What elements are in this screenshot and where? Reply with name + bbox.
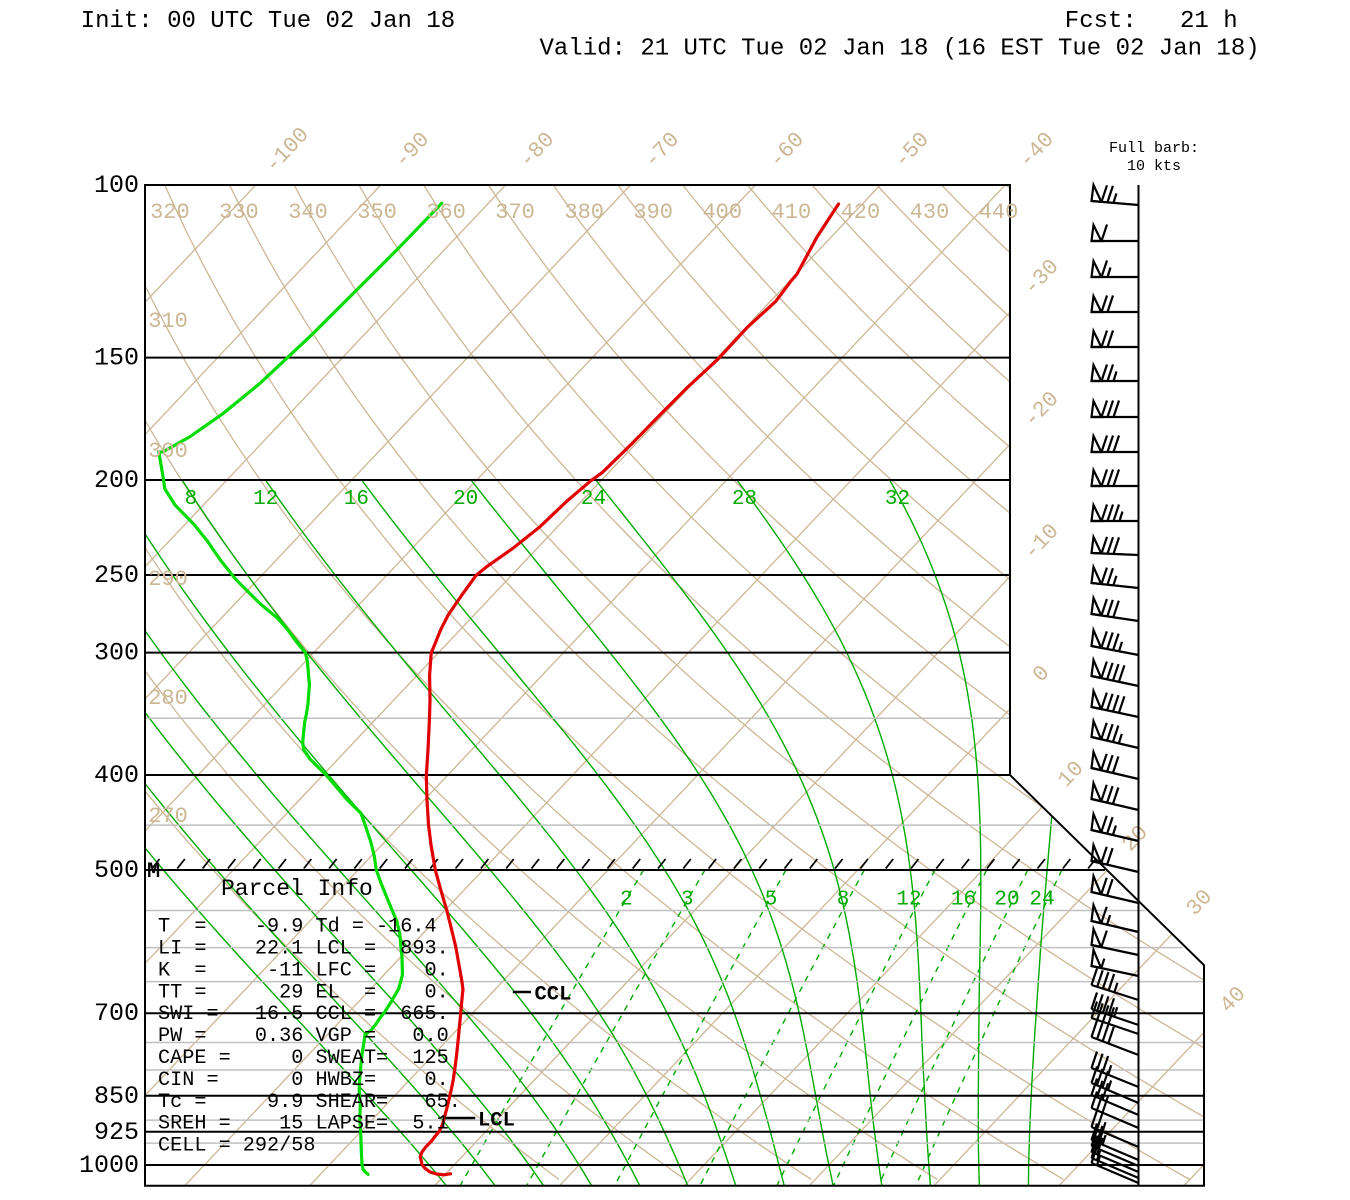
svg-text:CELL = 292/58: CELL = 292/58 bbox=[158, 1135, 316, 1158]
svg-text:2: 2 bbox=[620, 888, 633, 911]
svg-text:340: 340 bbox=[288, 200, 328, 225]
svg-text:24: 24 bbox=[1029, 888, 1054, 911]
svg-text:5: 5 bbox=[765, 888, 778, 911]
svg-text:Fcst: 21 h: Fcst: 21 h bbox=[1065, 8, 1238, 35]
svg-text:SREH = 15 LAPSE= 5.1: SREH = 15 LAPSE= 5.1 bbox=[158, 1113, 449, 1136]
svg-text:850: 850 bbox=[94, 1082, 139, 1111]
svg-text:150: 150 bbox=[94, 344, 139, 373]
svg-text:Parcel Info: Parcel Info bbox=[221, 876, 373, 902]
svg-text:3: 3 bbox=[681, 888, 694, 911]
svg-text:400: 400 bbox=[702, 200, 742, 225]
svg-text:20: 20 bbox=[453, 488, 478, 511]
svg-text:Full barb:: Full barb: bbox=[1109, 140, 1199, 157]
svg-text:32: 32 bbox=[885, 488, 910, 511]
svg-text:12: 12 bbox=[253, 488, 278, 511]
svg-text:20: 20 bbox=[994, 888, 1019, 911]
svg-text:PW = 0.36 VGP = 0.0: PW = 0.36 VGP = 0.0 bbox=[158, 1025, 449, 1048]
svg-text:400: 400 bbox=[94, 761, 139, 790]
svg-text:TT = 29 EL = 0.: TT = 29 EL = 0. bbox=[158, 981, 449, 1004]
svg-text:330: 330 bbox=[219, 200, 259, 225]
svg-text:16: 16 bbox=[951, 888, 976, 911]
svg-text:24: 24 bbox=[581, 488, 606, 511]
svg-text:300: 300 bbox=[94, 639, 139, 668]
svg-text:100: 100 bbox=[94, 171, 139, 200]
svg-text:925: 925 bbox=[94, 1118, 139, 1147]
svg-text:Init: 00 UTC Tue 02 Jan 18: Init: 00 UTC Tue 02 Jan 18 bbox=[81, 8, 455, 35]
svg-text:CIN = 0 HWBZ= 0.: CIN = 0 HWBZ= 0. bbox=[158, 1069, 449, 1092]
svg-text:290: 290 bbox=[148, 567, 188, 592]
svg-text:16: 16 bbox=[344, 488, 369, 511]
svg-text:410: 410 bbox=[772, 200, 812, 225]
svg-text:390: 390 bbox=[633, 200, 673, 225]
svg-text:280: 280 bbox=[148, 686, 188, 711]
svg-text:CCL: CCL bbox=[535, 984, 572, 1007]
svg-text:360: 360 bbox=[426, 200, 466, 225]
svg-text:430: 430 bbox=[910, 200, 950, 225]
svg-text:Valid: 21 UTC Tue 02 Jan 18 (1: Valid: 21 UTC Tue 02 Jan 18 (16 EST Tue … bbox=[540, 36, 1260, 63]
svg-text:SWI = 16.5 CCL = 665.: SWI = 16.5 CCL = 665. bbox=[158, 1003, 449, 1026]
svg-text:Tc = 9.9 SHEAR= 65.: Tc = 9.9 SHEAR= 65. bbox=[158, 1091, 461, 1114]
svg-text:440: 440 bbox=[979, 200, 1019, 225]
svg-text:K = -11 LFC = 0.: K = -11 LFC = 0. bbox=[158, 959, 449, 982]
svg-text:28: 28 bbox=[732, 488, 757, 511]
svg-text:M: M bbox=[147, 859, 160, 884]
svg-text:310: 310 bbox=[148, 309, 188, 334]
svg-text:380: 380 bbox=[564, 200, 604, 225]
svg-text:8: 8 bbox=[185, 488, 198, 511]
svg-text:LCL: LCL bbox=[478, 1110, 515, 1133]
svg-text:320: 320 bbox=[150, 200, 190, 225]
svg-text:8: 8 bbox=[837, 888, 850, 911]
svg-text:LI = 22.1 LCL = 893.: LI = 22.1 LCL = 893. bbox=[158, 938, 449, 961]
svg-text:350: 350 bbox=[357, 200, 397, 225]
svg-text:T = -9.9 Td = -16.4: T = -9.9 Td = -16.4 bbox=[158, 916, 437, 939]
svg-text:CAPE = 0 SWEAT= 125: CAPE = 0 SWEAT= 125 bbox=[158, 1047, 449, 1070]
svg-text:200: 200 bbox=[94, 466, 139, 495]
svg-text:250: 250 bbox=[94, 561, 139, 590]
svg-text:10 kts: 10 kts bbox=[1127, 158, 1181, 175]
svg-text:500: 500 bbox=[94, 856, 139, 885]
svg-text:300: 300 bbox=[148, 439, 188, 464]
svg-text:1000: 1000 bbox=[79, 1151, 139, 1180]
svg-text:270: 270 bbox=[148, 804, 188, 829]
svg-text:370: 370 bbox=[495, 200, 535, 225]
svg-text:700: 700 bbox=[94, 999, 139, 1028]
svg-text:12: 12 bbox=[896, 888, 921, 911]
svg-text:420: 420 bbox=[841, 200, 881, 225]
